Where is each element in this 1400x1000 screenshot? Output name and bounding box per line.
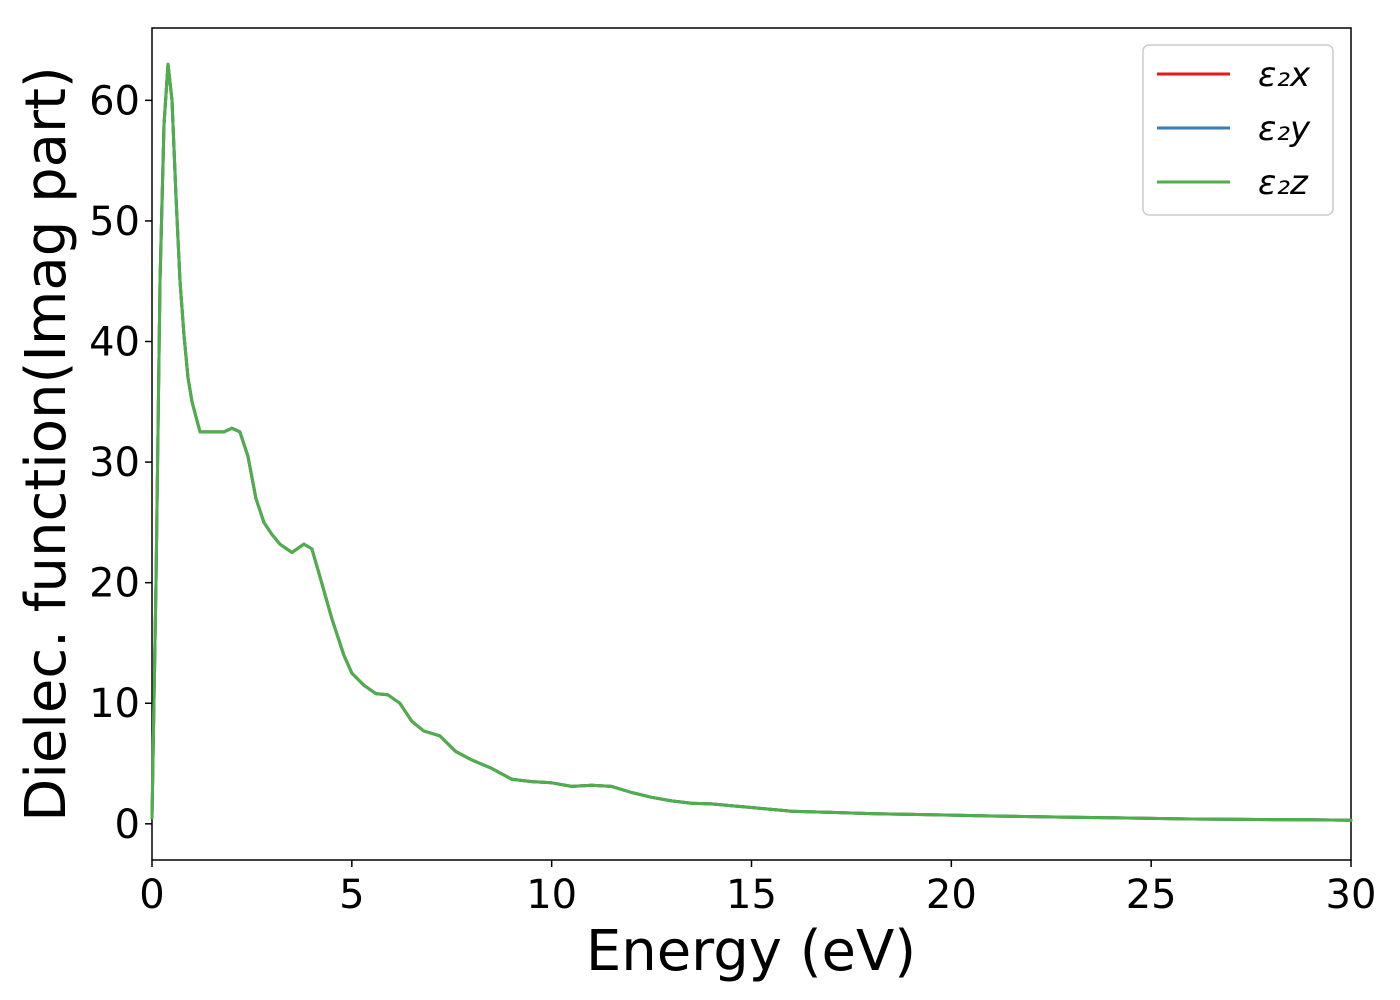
x-tick-label: 10 <box>526 872 577 918</box>
legend-label-3: ε₂z <box>1258 163 1309 203</box>
y-axis-ticks: 0 10 20 30 40 50 60 <box>89 78 152 848</box>
legend-box <box>1142 44 1334 216</box>
series-layer <box>150 62 1353 822</box>
x-tick-label: 5 <box>339 872 364 918</box>
x-tick-label: 25 <box>1126 872 1177 918</box>
y-tick-label: 40 <box>89 320 140 366</box>
x-tick-label: 0 <box>139 872 164 918</box>
y-tick-label: 60 <box>89 78 140 124</box>
y-tick-label: 10 <box>89 681 140 727</box>
x-tick-label: 30 <box>1326 872 1377 918</box>
x-axis-ticks: 0 5 10 15 20 25 30 <box>139 860 1376 918</box>
y-tick-label: 20 <box>89 561 140 607</box>
y-tick-label: 0 <box>115 802 140 848</box>
y-tick-label: 30 <box>89 440 140 486</box>
x-tick-label: 15 <box>726 872 777 918</box>
x-tick-label: 20 <box>926 872 977 918</box>
y-axis-label: Dielec. function(Imag part) <box>14 66 79 822</box>
x-axis-label: Energy (eV) <box>586 919 916 984</box>
series-line-3 <box>150 62 1353 822</box>
legend-label-1: ε₂x <box>1258 55 1311 95</box>
y-tick-label: 50 <box>89 199 140 245</box>
legend-label-2: ε₂y <box>1258 109 1311 149</box>
legend: ε₂x ε₂y ε₂z <box>1142 44 1334 216</box>
